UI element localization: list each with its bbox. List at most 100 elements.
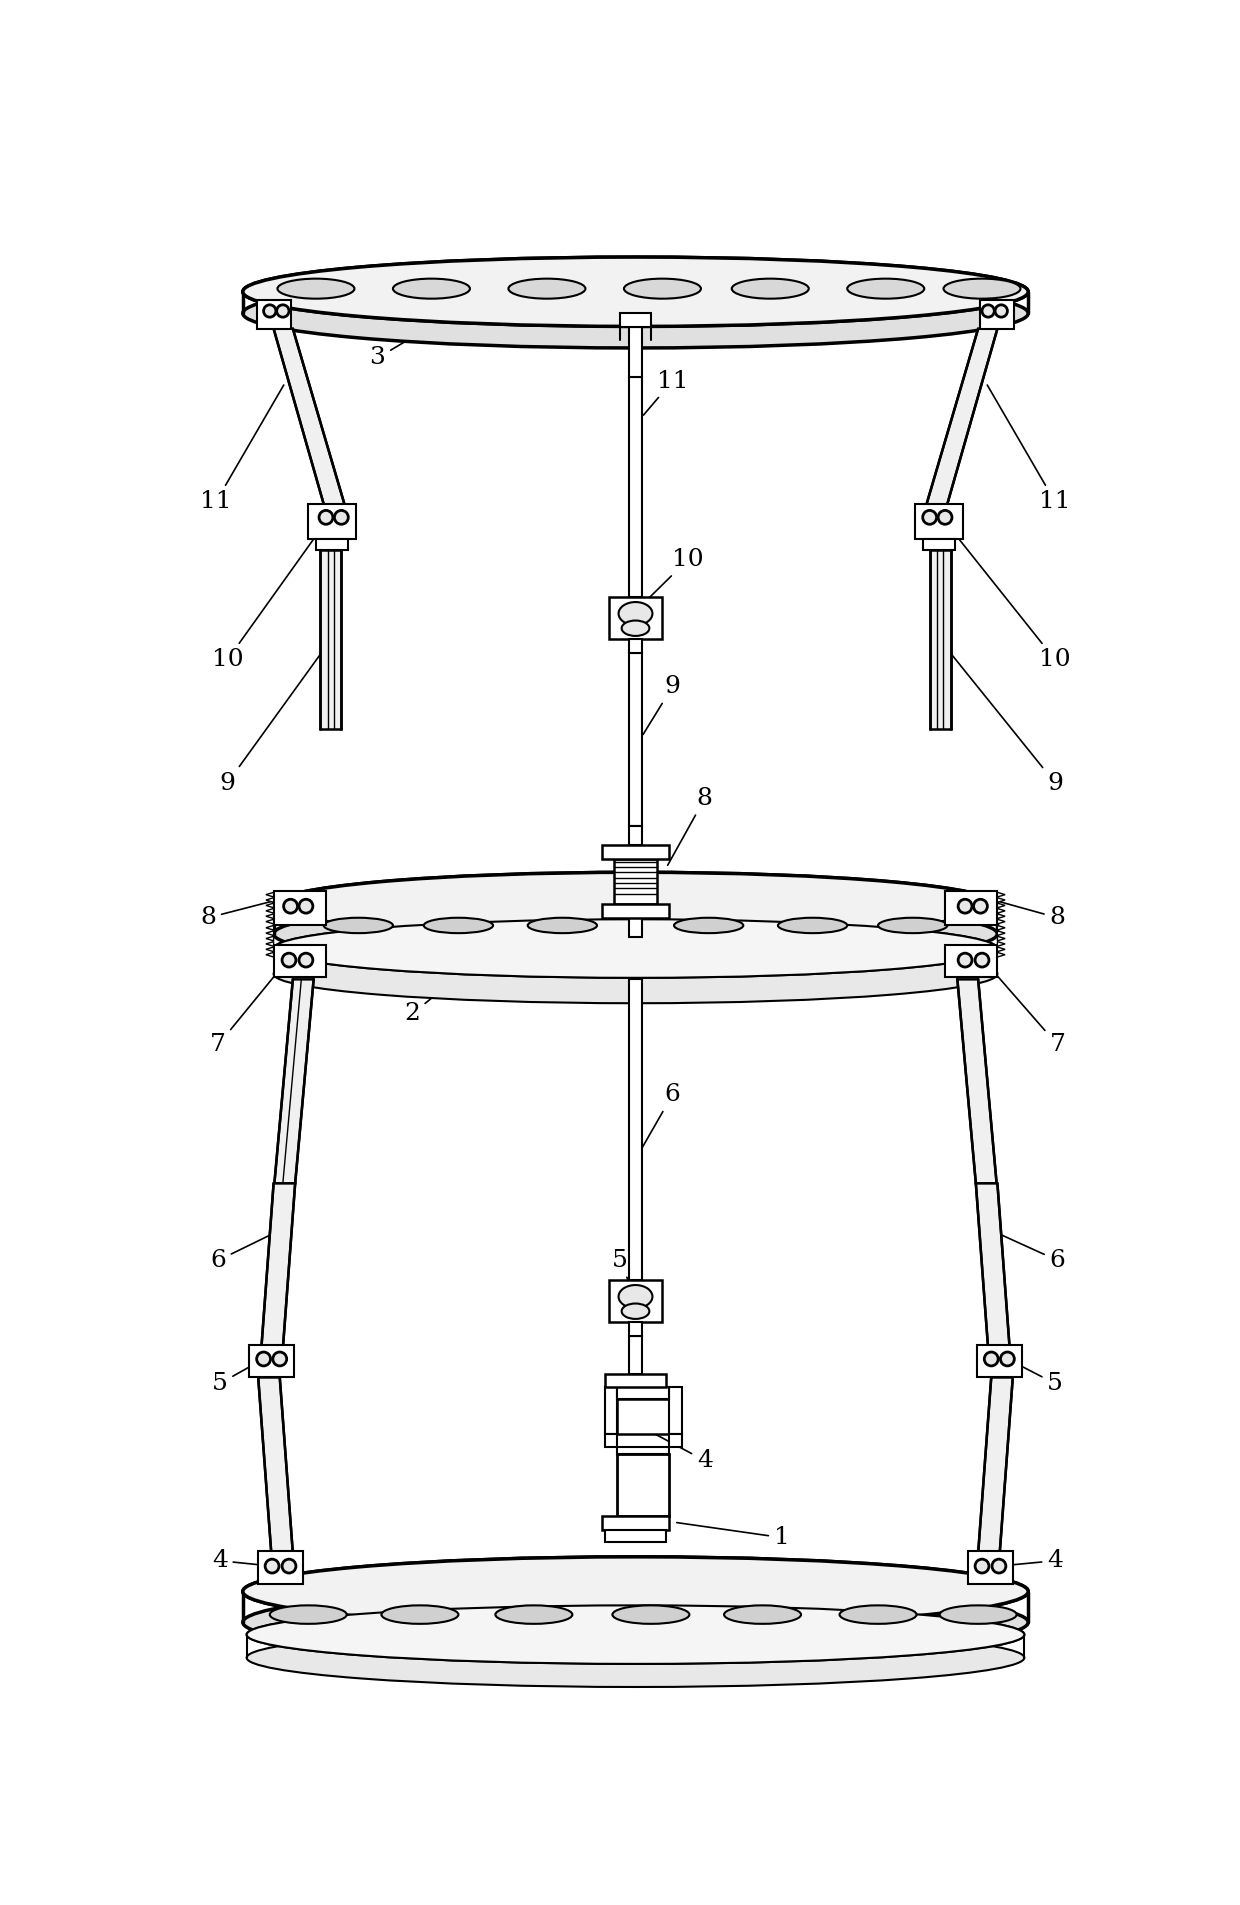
Text: 6: 6: [641, 1084, 681, 1151]
Polygon shape: [997, 947, 1006, 952]
Ellipse shape: [619, 602, 652, 625]
Circle shape: [1001, 1353, 1014, 1366]
Circle shape: [975, 1558, 990, 1574]
Ellipse shape: [495, 1606, 573, 1623]
Text: 7: 7: [986, 962, 1065, 1055]
Ellipse shape: [940, 1606, 1017, 1623]
Text: 4: 4: [1002, 1549, 1063, 1572]
Circle shape: [281, 1558, 296, 1574]
Circle shape: [975, 952, 990, 968]
Ellipse shape: [274, 872, 997, 937]
Polygon shape: [265, 941, 274, 947]
Ellipse shape: [393, 278, 470, 299]
Polygon shape: [265, 947, 274, 952]
Text: 5: 5: [212, 1360, 262, 1394]
Circle shape: [939, 511, 952, 524]
Circle shape: [284, 899, 298, 912]
Text: 4: 4: [212, 1549, 269, 1572]
Bar: [603, 846, 668, 859]
Bar: [923, 539, 955, 551]
Polygon shape: [265, 897, 274, 903]
Bar: [945, 945, 997, 977]
Bar: [630, 827, 641, 846]
Circle shape: [923, 511, 936, 524]
Ellipse shape: [839, 1606, 916, 1623]
Text: 5: 5: [1009, 1360, 1063, 1394]
Bar: [620, 312, 651, 328]
Text: 4: 4: [650, 1431, 713, 1473]
Ellipse shape: [274, 920, 997, 977]
Polygon shape: [978, 1377, 1013, 1553]
Bar: [630, 377, 641, 596]
Text: 9: 9: [644, 674, 681, 735]
Text: 9: 9: [219, 646, 326, 794]
Ellipse shape: [619, 1286, 652, 1309]
Polygon shape: [274, 979, 314, 1183]
Ellipse shape: [732, 278, 808, 299]
Text: 6: 6: [992, 1231, 1065, 1273]
Ellipse shape: [243, 278, 1028, 349]
Bar: [605, 1434, 618, 1446]
Bar: [605, 1387, 618, 1434]
Text: 8: 8: [200, 899, 280, 930]
Bar: [249, 1345, 294, 1377]
Polygon shape: [997, 935, 1006, 941]
Ellipse shape: [274, 872, 997, 937]
Circle shape: [299, 952, 312, 968]
Bar: [603, 903, 668, 918]
Ellipse shape: [247, 1629, 1024, 1688]
Ellipse shape: [274, 920, 997, 977]
Text: 10: 10: [641, 549, 703, 606]
Bar: [605, 1374, 666, 1387]
Ellipse shape: [270, 1606, 347, 1623]
Polygon shape: [274, 330, 347, 512]
Circle shape: [299, 899, 312, 912]
Polygon shape: [265, 920, 274, 924]
Bar: [609, 596, 662, 638]
Polygon shape: [265, 892, 274, 897]
Bar: [614, 859, 657, 903]
Bar: [618, 1398, 670, 1434]
Polygon shape: [320, 551, 341, 730]
Bar: [609, 1280, 662, 1322]
Bar: [981, 301, 1014, 330]
Ellipse shape: [624, 278, 701, 299]
Ellipse shape: [878, 918, 947, 933]
Text: 9: 9: [945, 646, 1063, 794]
Polygon shape: [997, 932, 1006, 935]
Bar: [258, 1551, 303, 1583]
Bar: [630, 1335, 641, 1374]
Text: 11: 11: [644, 370, 688, 415]
Ellipse shape: [508, 278, 585, 299]
Bar: [968, 1551, 1013, 1583]
Ellipse shape: [243, 1587, 1028, 1657]
Polygon shape: [930, 551, 951, 730]
Bar: [309, 505, 356, 539]
Ellipse shape: [243, 257, 1028, 326]
Ellipse shape: [675, 918, 743, 933]
Text: 10: 10: [212, 522, 326, 671]
Bar: [630, 638, 641, 653]
Polygon shape: [265, 935, 274, 941]
Text: 7: 7: [211, 962, 285, 1055]
Text: 11: 11: [987, 385, 1071, 514]
Bar: [630, 918, 641, 937]
Bar: [274, 945, 326, 977]
Circle shape: [264, 305, 277, 316]
Polygon shape: [997, 892, 1006, 897]
Polygon shape: [997, 897, 1006, 903]
Ellipse shape: [847, 278, 924, 299]
Bar: [630, 328, 641, 377]
Polygon shape: [957, 979, 997, 1183]
Bar: [618, 1387, 670, 1398]
Text: 10: 10: [945, 522, 1071, 671]
Polygon shape: [924, 330, 997, 512]
Bar: [274, 892, 326, 926]
Ellipse shape: [944, 278, 1021, 299]
Polygon shape: [265, 909, 274, 912]
Bar: [316, 539, 348, 551]
Polygon shape: [976, 1183, 1009, 1349]
Ellipse shape: [243, 1556, 1028, 1627]
Ellipse shape: [621, 621, 650, 636]
Text: 6: 6: [211, 1231, 279, 1273]
